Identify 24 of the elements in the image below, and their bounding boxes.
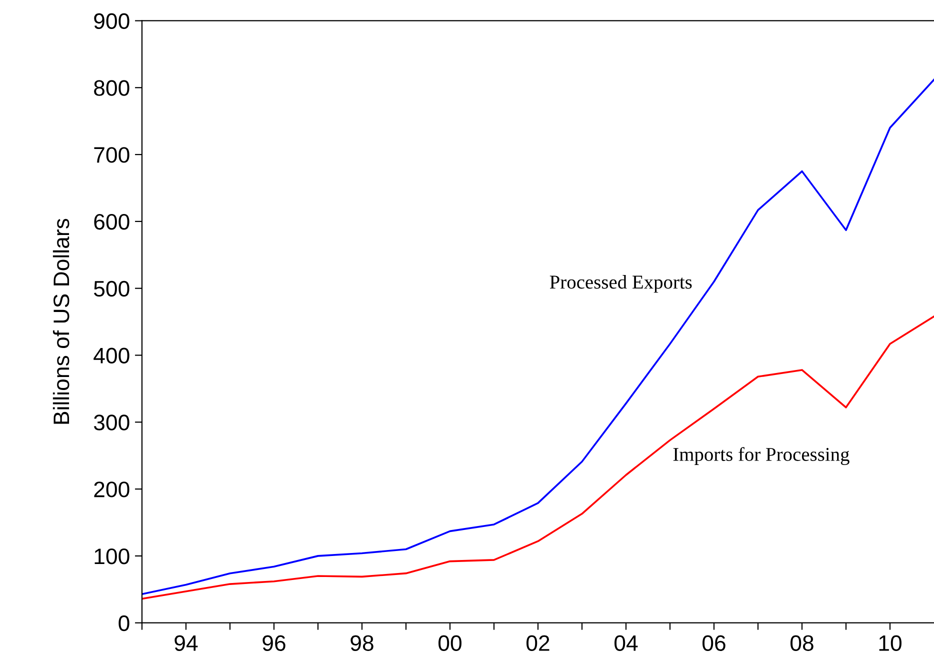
- y-tick-label: 200: [94, 482, 130, 498]
- y-tick-label: 0: [118, 615, 130, 632]
- series-label: Imports for Processing: [673, 447, 850, 465]
- x-tick-label: 98: [350, 635, 374, 651]
- x-tick-label: 02: [526, 635, 550, 651]
- x-tick-label: 10: [879, 635, 902, 651]
- y-axis-title: Billions of US Dollars: [52, 218, 70, 424]
- y-tick-label: 700: [94, 147, 130, 163]
- line-series: [142, 316, 934, 600]
- x-tick-label: 00: [438, 635, 462, 651]
- x-tick-label: 96: [262, 635, 286, 651]
- y-tick-label: 900: [94, 13, 130, 30]
- y-tick-label: 100: [94, 548, 130, 564]
- x-tick-label: 08: [790, 635, 814, 651]
- x-tick-label: 04: [614, 635, 638, 651]
- line-series: [142, 78, 934, 595]
- y-tick-label: 300: [94, 414, 130, 430]
- y-tick-label: 800: [94, 80, 130, 96]
- series-label: Processed Exports: [550, 275, 692, 293]
- y-tick-label: 400: [94, 348, 130, 364]
- y-tick-label: 500: [94, 280, 130, 297]
- x-tick-label: 94: [174, 635, 198, 651]
- x-tick-label: 06: [702, 635, 726, 651]
- y-tick-label: 600: [94, 214, 130, 230]
